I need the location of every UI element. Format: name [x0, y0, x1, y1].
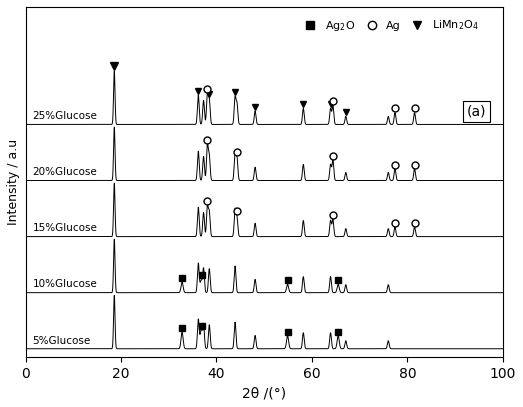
- Text: 25%Glucose: 25%Glucose: [32, 111, 97, 121]
- Text: 15%Glucose: 15%Glucose: [32, 223, 97, 233]
- Y-axis label: Intensity / a.u: Intensity / a.u: [7, 139, 20, 225]
- X-axis label: 2θ /(°): 2θ /(°): [242, 386, 286, 400]
- Text: 10%Glucose: 10%Glucose: [32, 280, 97, 289]
- Text: 5%Glucose: 5%Glucose: [32, 335, 91, 346]
- Text: 20%Glucose: 20%Glucose: [32, 167, 97, 177]
- Legend: Ag$_2$O, Ag, LiMn$_2$O$_4$: Ag$_2$O, Ag, LiMn$_2$O$_4$: [295, 14, 483, 37]
- Text: (a): (a): [467, 105, 486, 119]
